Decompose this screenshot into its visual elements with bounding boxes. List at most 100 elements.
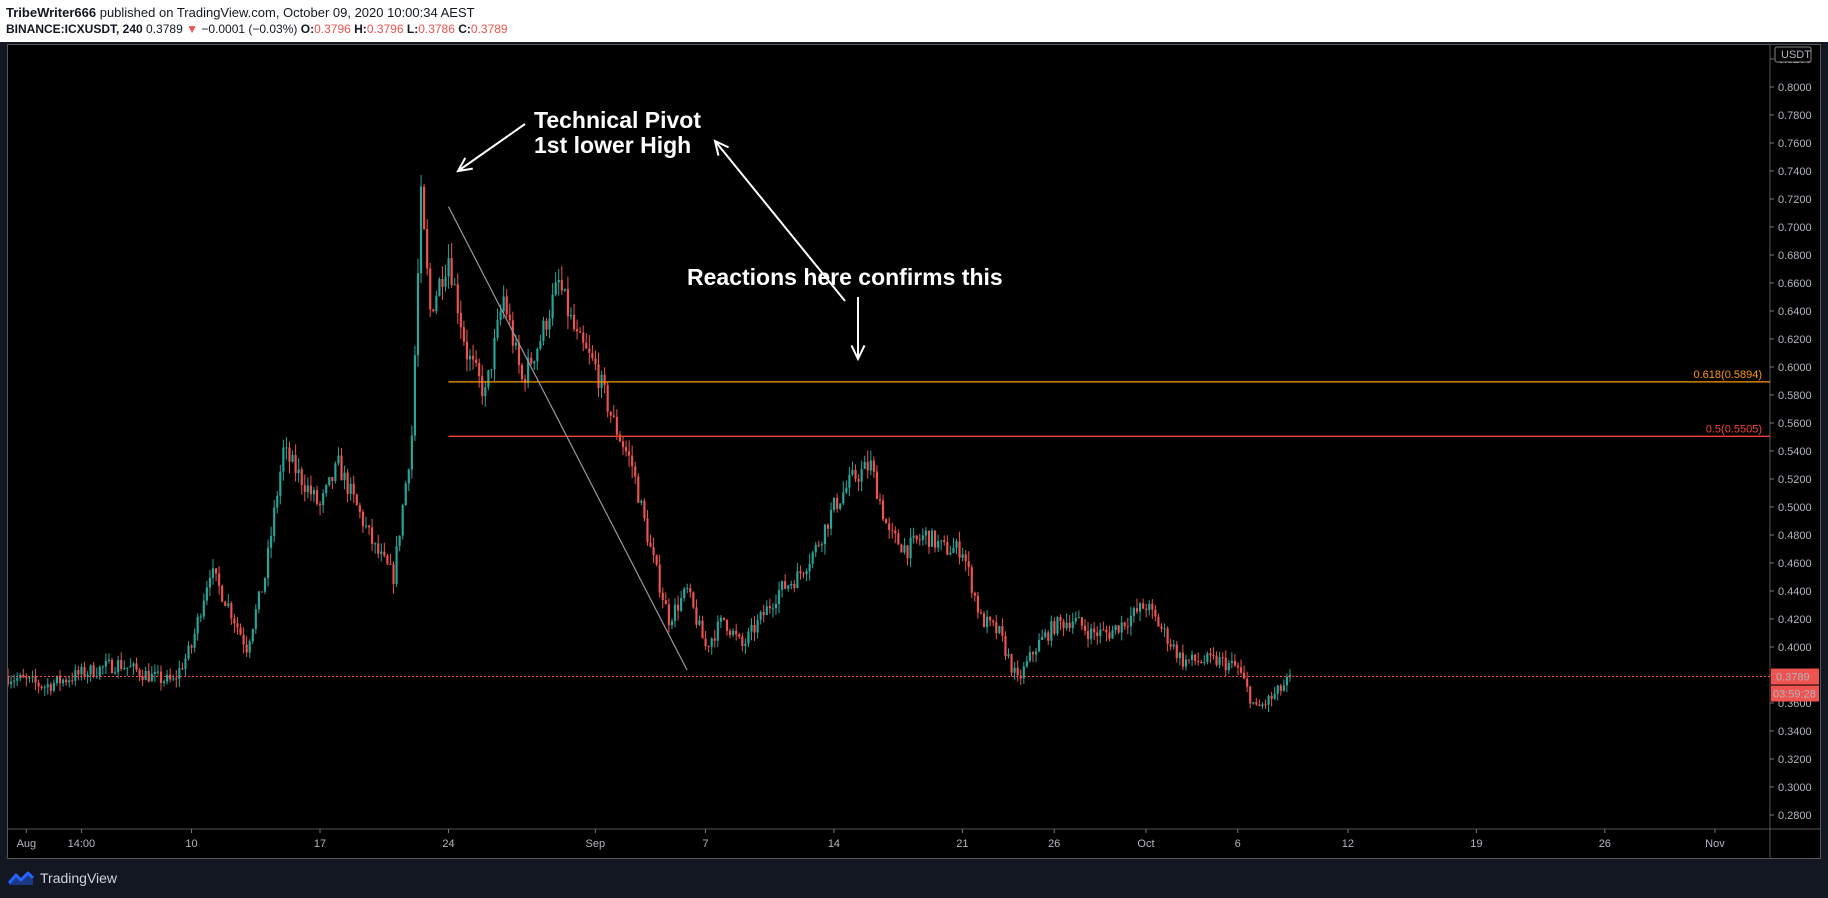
candle-body bbox=[566, 289, 569, 317]
candle-body bbox=[527, 357, 530, 383]
candle-body bbox=[89, 665, 92, 675]
candle-body bbox=[478, 362, 481, 377]
candle-body bbox=[1077, 617, 1080, 619]
candle-body bbox=[591, 352, 594, 359]
candle-body bbox=[704, 638, 707, 647]
candle-body bbox=[77, 670, 80, 675]
candle-body bbox=[888, 523, 891, 530]
candle-body bbox=[123, 668, 126, 670]
candle-body bbox=[964, 554, 967, 562]
annotation-arrow-up bbox=[714, 140, 846, 302]
price-tick-label: 0.3000 bbox=[1778, 782, 1812, 794]
publish-info: TribeWriter666 published on TradingView.… bbox=[6, 5, 475, 20]
candle-body bbox=[762, 612, 765, 616]
candle-body bbox=[1031, 652, 1035, 655]
candle-body bbox=[104, 661, 107, 667]
candle-body bbox=[1120, 622, 1123, 633]
currency-label: USDT bbox=[1781, 49, 1811, 61]
candle-body bbox=[1255, 702, 1258, 705]
chart-pane[interactable]: 0.82000.80000.78000.76000.74000.72000.70… bbox=[7, 44, 1821, 859]
candle-body bbox=[74, 670, 77, 681]
candle-body bbox=[823, 524, 826, 545]
candle-body bbox=[517, 342, 521, 366]
currency-box bbox=[1774, 46, 1812, 63]
candle-body bbox=[429, 268, 432, 310]
candle-body bbox=[468, 355, 472, 360]
candle-body bbox=[181, 668, 184, 670]
candle-body bbox=[1154, 609, 1157, 617]
candle-body bbox=[1160, 626, 1163, 629]
candle-body bbox=[444, 276, 447, 287]
candle-body bbox=[937, 541, 940, 548]
time-tick-label: 12 bbox=[1342, 838, 1354, 850]
candle-body bbox=[358, 505, 361, 512]
time-tick-label: 21 bbox=[956, 838, 968, 850]
candle-body bbox=[1187, 659, 1191, 661]
candle-body bbox=[946, 541, 949, 555]
candle-body bbox=[1022, 666, 1025, 679]
countdown-label: 03:59:28 bbox=[1773, 689, 1816, 701]
candle-body bbox=[548, 318, 551, 330]
candle-body bbox=[826, 524, 830, 529]
candle-body bbox=[628, 451, 631, 456]
candle-body bbox=[906, 545, 909, 559]
candle-body bbox=[756, 619, 759, 633]
candle-body bbox=[505, 296, 508, 315]
candle-body bbox=[276, 495, 279, 508]
candle-body bbox=[196, 616, 199, 634]
high-label: H: bbox=[354, 22, 367, 36]
candle-body bbox=[303, 485, 306, 493]
time-tick-label: 19 bbox=[1470, 838, 1482, 850]
candle-body bbox=[582, 332, 585, 343]
candle-body bbox=[796, 571, 799, 589]
price-tick-label: 0.3400 bbox=[1778, 726, 1812, 738]
candle-body bbox=[618, 434, 621, 442]
candle-body bbox=[790, 583, 793, 586]
candle-body bbox=[1145, 608, 1148, 610]
candle-body bbox=[8, 676, 10, 685]
candle-body bbox=[426, 228, 429, 269]
candle-body bbox=[839, 503, 842, 509]
candle-body bbox=[169, 674, 172, 680]
time-tick-label: Aug bbox=[17, 838, 37, 850]
candle-body bbox=[676, 604, 680, 611]
candle-body bbox=[557, 280, 560, 283]
price-tick-label: 0.5600 bbox=[1778, 418, 1812, 430]
fib-level-label: 0.618(0.5894) bbox=[1694, 369, 1763, 381]
candle-body bbox=[1013, 667, 1016, 673]
candle-body bbox=[1086, 630, 1090, 639]
candle-body bbox=[927, 530, 931, 547]
last-price-box bbox=[1771, 668, 1819, 685]
trend-line bbox=[447, 206, 688, 671]
annotation-arrow-pivot-head bbox=[456, 157, 473, 173]
candle-body bbox=[1227, 662, 1230, 671]
candle-body bbox=[967, 561, 970, 568]
candle-body bbox=[866, 462, 869, 471]
candle-body bbox=[986, 616, 989, 628]
annotation-reactions: Reactions here confirms this bbox=[687, 264, 1003, 290]
candle-body bbox=[306, 485, 309, 493]
candle-body bbox=[481, 376, 484, 397]
candle-body bbox=[300, 469, 303, 486]
tradingview-brand[interactable]: TradingView bbox=[8, 870, 117, 886]
candle-body bbox=[419, 186, 423, 274]
candle-body bbox=[499, 311, 502, 320]
candle-body bbox=[355, 494, 358, 506]
candle-body bbox=[1169, 644, 1172, 647]
candlestick-chart[interactable]: 0.82000.80000.78000.76000.74000.72000.70… bbox=[8, 45, 1820, 858]
candle-body bbox=[992, 620, 995, 623]
candle-body bbox=[331, 477, 334, 482]
candle-body bbox=[784, 581, 787, 589]
candle-body bbox=[989, 616, 992, 621]
candle-body bbox=[585, 342, 588, 349]
candle-body bbox=[1221, 657, 1224, 659]
author-name[interactable]: TribeWriter666 bbox=[6, 5, 97, 20]
candle-body bbox=[658, 564, 661, 593]
candle-body bbox=[187, 645, 190, 659]
candle-body bbox=[166, 674, 169, 682]
candle-body bbox=[1108, 632, 1111, 639]
candle-body bbox=[615, 416, 618, 435]
candle-body bbox=[282, 447, 285, 472]
candle-body bbox=[634, 466, 637, 477]
low-label: L: bbox=[406, 22, 419, 36]
